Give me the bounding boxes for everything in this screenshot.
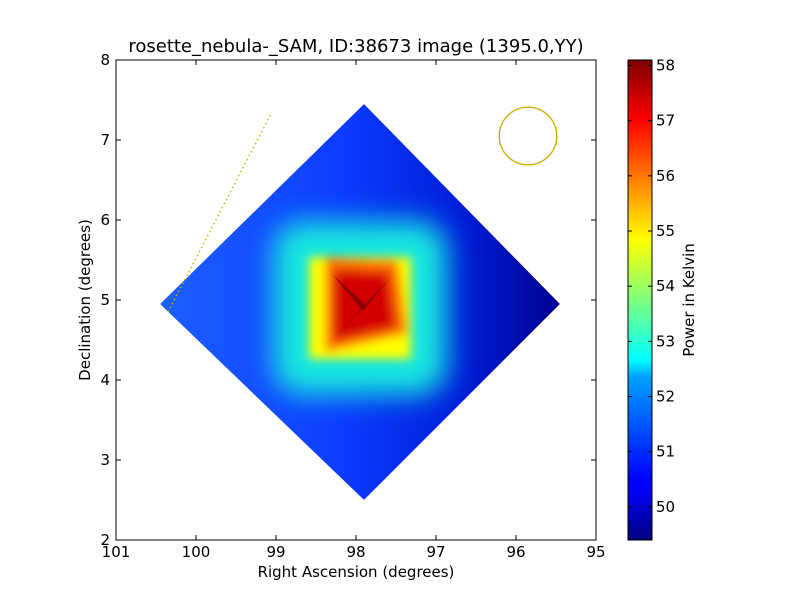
colorbar-tick-label: 55 xyxy=(656,222,675,240)
y-tick-label: 2 xyxy=(100,531,110,549)
x-axis: 101 100 99 98 97 96 95 xyxy=(102,60,606,561)
y-tick-label: 6 xyxy=(100,211,110,229)
colorbar-tick-label: 50 xyxy=(656,498,675,516)
x-tick-label: 98 xyxy=(346,543,365,561)
y-axis: 2 3 4 5 6 7 8 xyxy=(100,51,596,549)
x-tick-label: 96 xyxy=(506,543,525,561)
heatmap xyxy=(160,104,560,500)
x-tick-label: 100 xyxy=(182,543,211,561)
y-tick-label: 5 xyxy=(100,291,110,309)
x-tick-label: 99 xyxy=(266,543,285,561)
x-tick-label: 95 xyxy=(586,543,605,561)
y-tick-label: 8 xyxy=(100,51,110,69)
y-tick-label: 4 xyxy=(100,371,110,389)
colorbar-tick-label: 58 xyxy=(656,57,675,75)
colorbar xyxy=(627,59,653,541)
beam-circle xyxy=(498,106,558,166)
dotted-line xyxy=(167,111,273,313)
chart-title: rosette_nebula-_SAM, ID:38673 image (139… xyxy=(128,36,583,57)
x-tick-label: 101 xyxy=(102,543,131,561)
colorbar-tick-label: 56 xyxy=(656,167,675,185)
y-tick-label: 3 xyxy=(100,451,110,469)
x-axis-title: Right Ascension (degrees) xyxy=(258,563,455,581)
x-tick-label: 97 xyxy=(426,543,445,561)
hotspot-max xyxy=(333,275,390,335)
colorbar-tick-label: 53 xyxy=(656,332,675,350)
colorbar-label: Power in Kelvin xyxy=(680,243,698,357)
colorbar-axis: 50 51 52 53 54 55 56 57 58 xyxy=(628,57,675,516)
y-axis-title: Declination (degrees) xyxy=(76,219,94,381)
y-tick-label: 7 xyxy=(100,131,110,149)
colorbar-tick-label: 51 xyxy=(656,443,675,461)
colorbar-tick-label: 57 xyxy=(656,112,675,130)
colorbar-tick-label: 52 xyxy=(656,388,675,406)
colorbar-tick-label: 54 xyxy=(656,277,675,295)
